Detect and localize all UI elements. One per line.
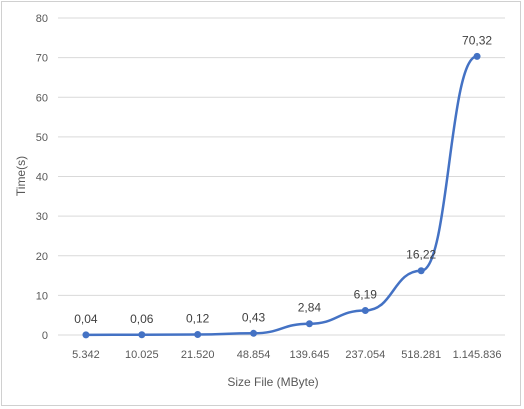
data-label: 0,43 (242, 310, 266, 324)
x-tick-label: 48.854 (237, 349, 271, 361)
x-tick-label: 5.342 (72, 349, 100, 361)
data-label: 6,19 (354, 287, 378, 301)
y-tick-label: 0 (42, 330, 48, 342)
gridlines (58, 18, 505, 335)
x-tick-label: 10.025 (125, 349, 159, 361)
data-point (194, 331, 201, 338)
y-tick-label: 10 (36, 290, 48, 302)
y-tick-label: 70 (36, 53, 48, 65)
x-tick-label: 1.145.836 (453, 349, 502, 361)
x-tick-labels: 5.342 10.025 21.520 48.854 139.645 237.054 518… (72, 349, 501, 361)
data-label: 16,22 (406, 248, 436, 262)
x-tick-label: 237.054 (345, 349, 385, 361)
x-tick-label: 139.645 (290, 349, 330, 361)
data-label: 0,12 (186, 312, 210, 326)
data-label: 0,04 (74, 312, 98, 326)
data-point (306, 320, 313, 327)
y-tick-labels: 0 10 20 30 40 50 60 70 80 (36, 13, 48, 342)
y-tick-label: 40 (36, 172, 48, 184)
data-labels: 0,04 0,06 0,12 0,43 2,84 6,19 16,22 70,32 (74, 33, 492, 325)
data-point (474, 53, 481, 60)
data-point (362, 307, 369, 314)
data-point (250, 330, 257, 337)
data-point (418, 267, 425, 274)
x-tick-label: 518.281 (401, 349, 441, 361)
x-axis-title: Size File (MByte) (227, 375, 318, 389)
data-point (82, 331, 89, 338)
y-tick-label: 50 (36, 132, 48, 144)
y-tick-label: 30 (36, 211, 48, 223)
y-tick-label: 20 (36, 251, 48, 263)
data-point (138, 331, 145, 338)
data-label: 70,32 (462, 33, 492, 47)
data-label: 0,06 (130, 312, 154, 326)
y-tick-label: 80 (36, 13, 48, 25)
y-tick-label: 60 (36, 92, 48, 104)
x-tick-label: 21.520 (181, 349, 215, 361)
series-line (86, 56, 477, 334)
data-label: 2,84 (298, 301, 322, 315)
y-axis-title: Time(s) (14, 156, 28, 196)
